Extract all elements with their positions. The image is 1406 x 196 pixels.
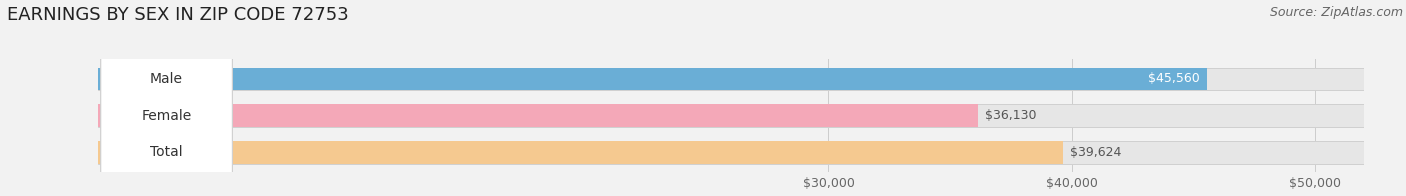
Bar (98, 141, 1364, 164)
Text: $36,130: $36,130 (986, 109, 1036, 122)
FancyBboxPatch shape (101, 0, 232, 196)
FancyBboxPatch shape (101, 0, 232, 196)
Text: Total: Total (150, 145, 183, 159)
Bar (98, 104, 977, 127)
Text: $45,560: $45,560 (1149, 73, 1199, 85)
Text: Source: ZipAtlas.com: Source: ZipAtlas.com (1270, 6, 1403, 19)
Bar (98, 104, 1364, 127)
Bar (98, 68, 1208, 90)
Bar (98, 141, 1063, 164)
Text: $39,624: $39,624 (1070, 146, 1122, 159)
Bar (98, 68, 1364, 90)
FancyBboxPatch shape (101, 0, 232, 196)
Text: Male: Male (150, 72, 183, 86)
Text: Female: Female (142, 109, 191, 123)
Text: EARNINGS BY SEX IN ZIP CODE 72753: EARNINGS BY SEX IN ZIP CODE 72753 (7, 6, 349, 24)
